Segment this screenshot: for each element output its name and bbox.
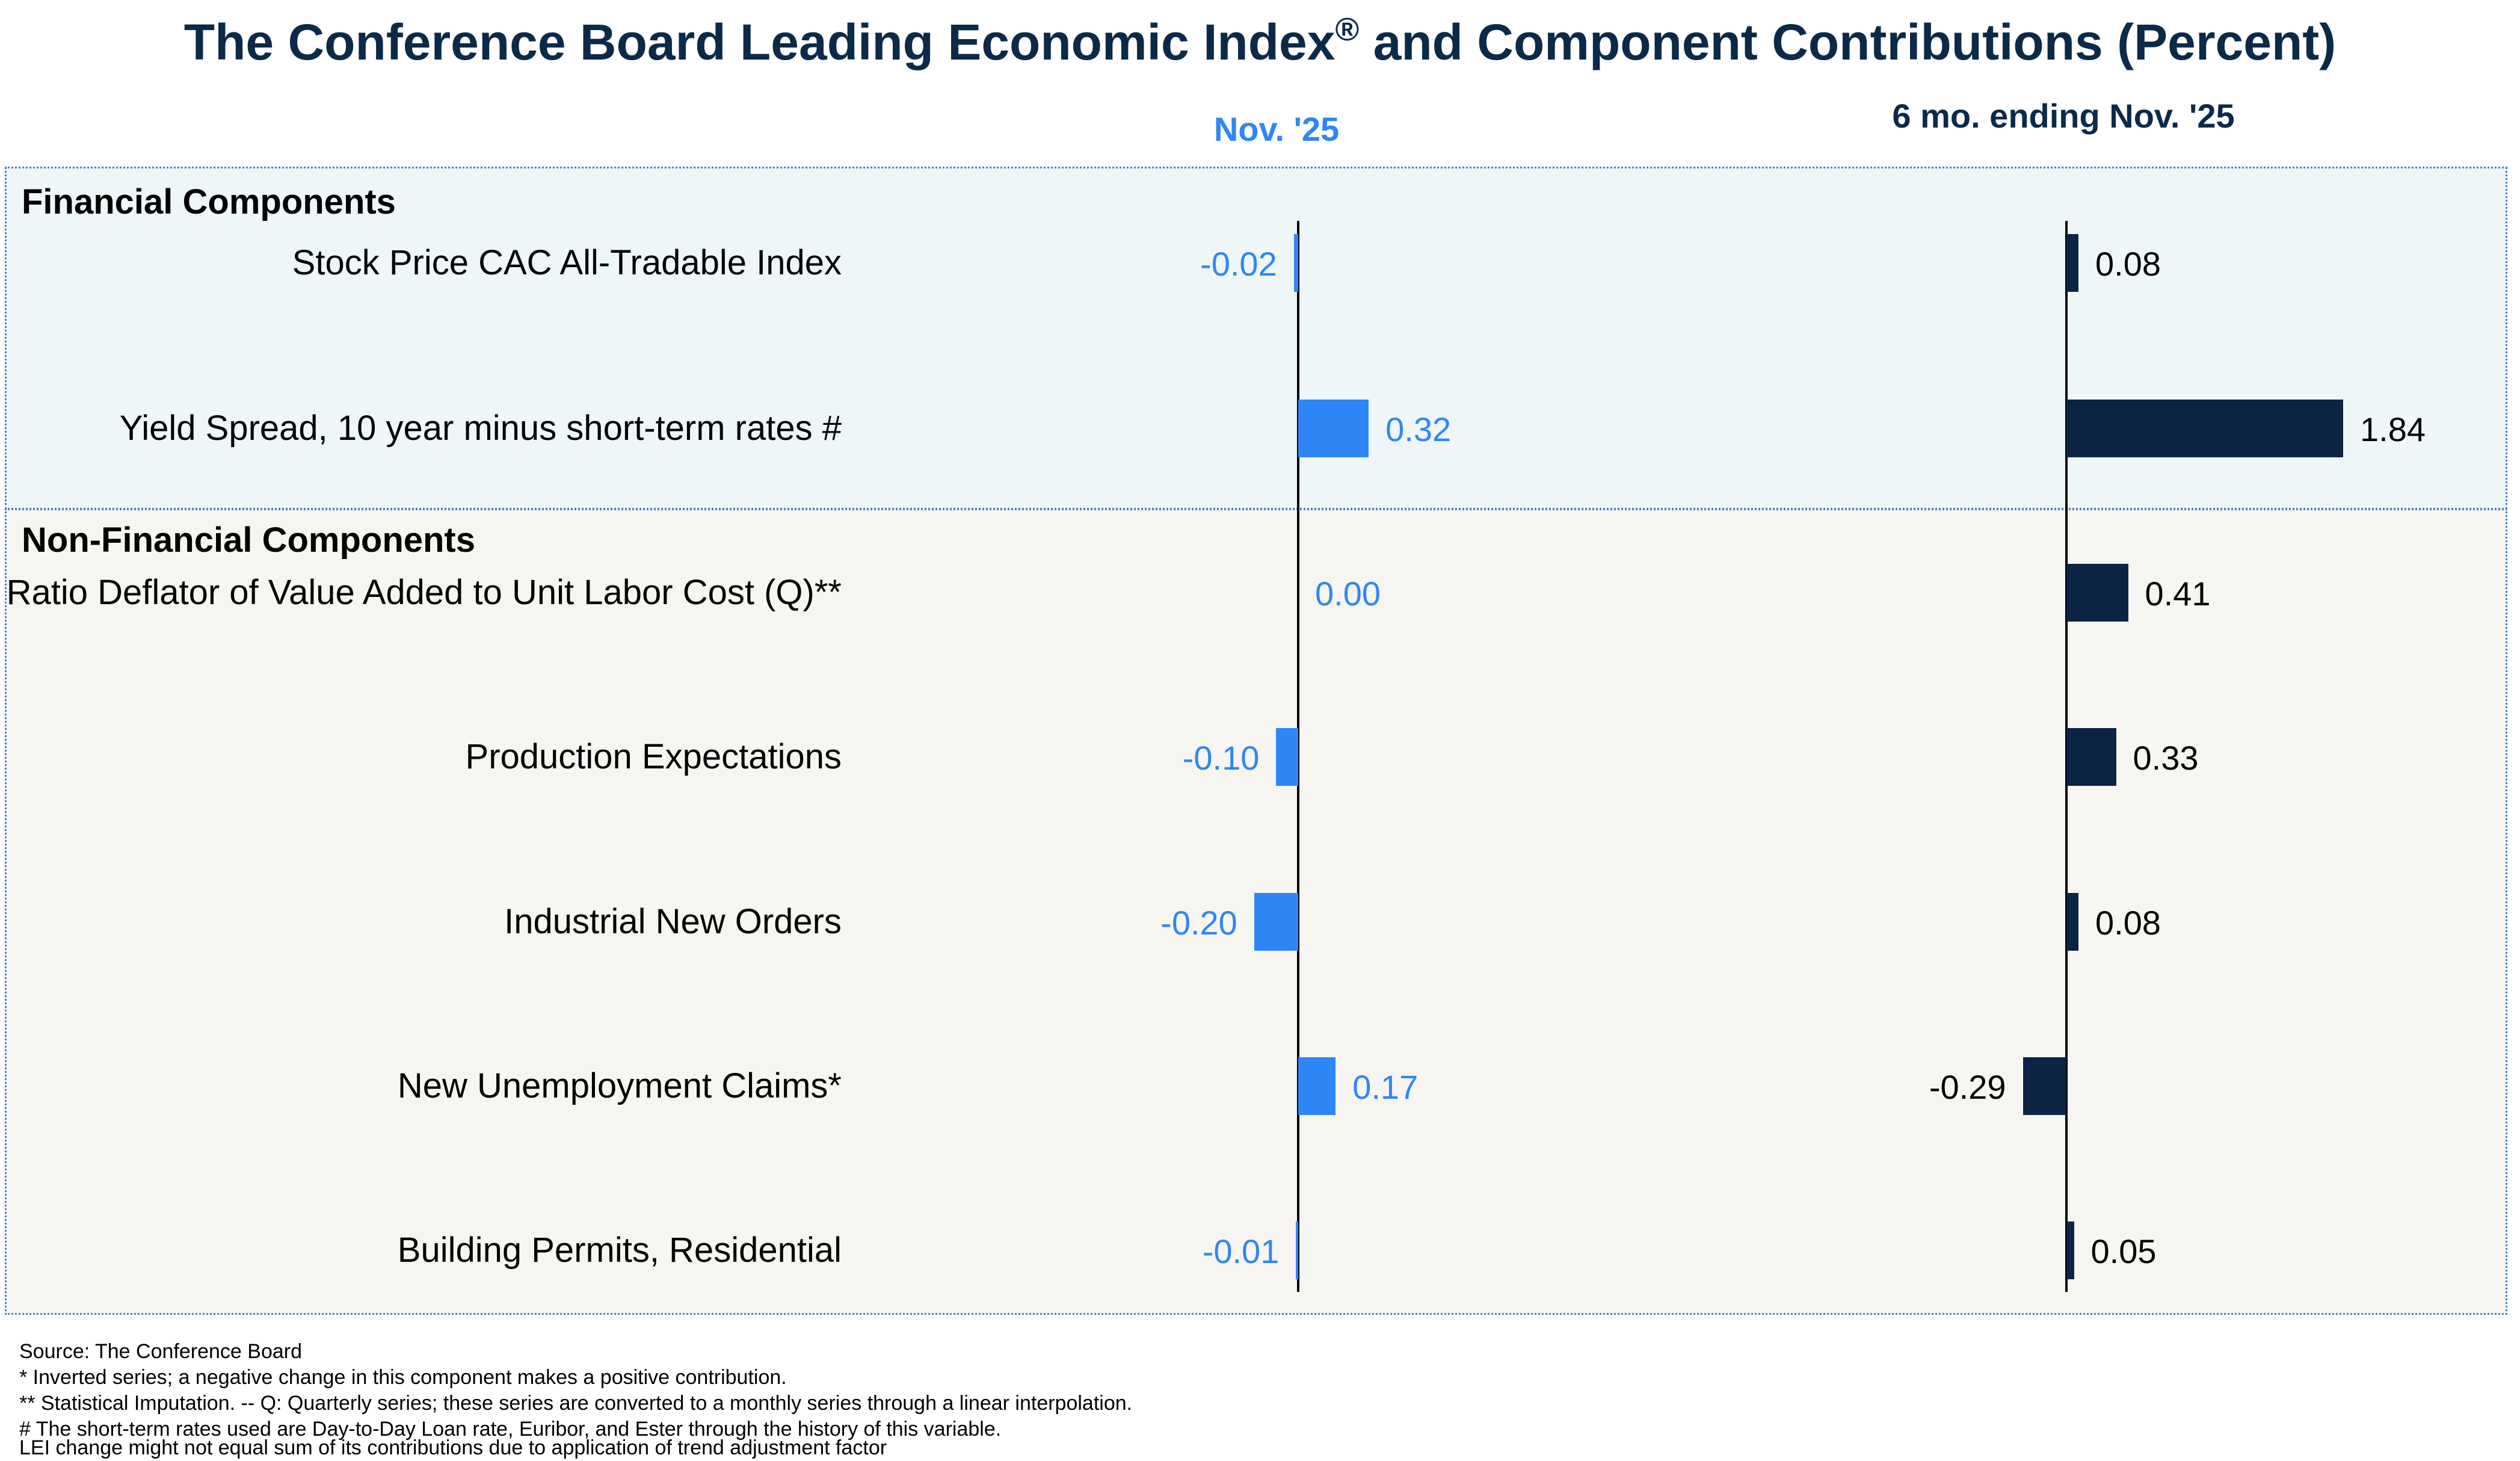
six-month-bar-building-permits-residential	[2066, 1222, 2074, 1279]
financial-section-title: Financial Components	[22, 182, 396, 221]
six-month-value-label-building-permits-residential: 0.05	[2090, 1232, 2157, 1270]
six-month-value-label-new-unemployment-claims: -0.29	[1929, 1068, 2006, 1106]
six-month-value-label-yield-spread-10-year-minus-short-term-rates: 1.84	[2360, 410, 2426, 448]
six-month-value-label-stock-price-cac-all-tradable-index: 0.08	[2095, 245, 2161, 283]
chart-title: The Conference Board Leading Economic In…	[0, 11, 2520, 72]
category-label-yield-spread-10-year-minus-short-term-rates: Yield Spread, 10 year minus short-term r…	[119, 409, 842, 448]
category-label-ratio-deflator-of-value-added-to-unit-labor-cost-q: Ratio Deflator of Value Added to Unit La…	[6, 573, 842, 612]
monthly-bar-new-unemployment-claims	[1298, 1057, 1336, 1115]
category-label-production-expectations: Production Expectations	[465, 737, 842, 776]
monthly-value-label-industrial-new-orders: -0.20	[1160, 904, 1237, 942]
six-month-bar-stock-price-cac-all-tradable-index	[2066, 234, 2078, 292]
monthly-bar-yield-spread-10-year-minus-short-term-rates	[1298, 400, 1369, 457]
imputation-note: ** Statistical Imputation. -- Q: Quarter…	[19, 1392, 1133, 1415]
category-label-industrial-new-orders: Industrial New Orders	[504, 902, 842, 941]
monthly-zero-axis	[1297, 221, 1299, 1292]
footnotes: Source: The Conference Board * Inverted …	[19, 1339, 1132, 1461]
category-label-building-permits-residential: Building Permits, Residential	[397, 1231, 842, 1270]
column-header-monthly: Nov. '25	[1213, 110, 1340, 148]
category-label-stock-price-cac-all-tradable-index: Stock Price CAC All-Tradable Index	[292, 243, 842, 282]
six-month-bar-yield-spread-10-year-minus-short-term-rates	[2066, 400, 2343, 457]
six-month-value-label-production-expectations: 0.33	[2133, 739, 2199, 777]
monthly-bar-production-expectations	[1276, 728, 1298, 786]
six-month-bar-new-unemployment-claims	[2022, 1057, 2066, 1115]
monthly-bar-building-permits-residential	[1296, 1222, 1298, 1279]
six-month-bar-production-expectations	[2066, 728, 2116, 786]
inverted-series-note: * Inverted series; a negative change in …	[19, 1366, 787, 1389]
trend-adjustment-note: LEI change might not equal sum of its co…	[19, 1436, 887, 1459]
column-header-six-month: 6 mo. ending Nov. '25	[1892, 97, 2235, 135]
monthly-value-label-building-permits-residential: -0.01	[1202, 1232, 1280, 1270]
six-month-bar-industrial-new-orders	[2066, 893, 2078, 951]
chart-title-text: The Conference Board Leading Economic In…	[183, 14, 1335, 70]
registered-mark: ®	[1335, 11, 1360, 48]
short-term-rates-note: # The short-term rates used are Day-to-D…	[19, 1418, 1002, 1441]
monthly-bar-industrial-new-orders	[1254, 893, 1298, 951]
category-label-new-unemployment-claims: New Unemployment Claims*	[397, 1066, 842, 1105]
monthly-value-label-ratio-deflator-of-value-added-to-unit-labor-cost-q: 0.00	[1315, 575, 1381, 613]
six-month-bar-ratio-deflator-of-value-added-to-unit-labor-cost-q	[2066, 564, 2128, 622]
monthly-value-label-production-expectations: -0.10	[1182, 739, 1260, 777]
six-month-value-label-ratio-deflator-of-value-added-to-unit-labor-cost-q: 0.41	[2145, 575, 2211, 613]
monthly-value-label-new-unemployment-claims: 0.17	[1352, 1068, 1419, 1106]
six-month-value-label-industrial-new-orders: 0.08	[2095, 904, 2161, 942]
monthly-bar-stock-price-cac-all-tradable-index	[1293, 234, 1298, 292]
chart-title-suffix: and Component Contributions (Percent)	[1359, 14, 2337, 70]
non-financial-section-title: Non-Financial Components	[22, 520, 475, 560]
monthly-value-label-stock-price-cac-all-tradable-index: -0.02	[1200, 245, 1277, 283]
source-note: Source: The Conference Board	[19, 1340, 302, 1363]
monthly-value-label-yield-spread-10-year-minus-short-term-rates: 0.32	[1385, 410, 1452, 448]
